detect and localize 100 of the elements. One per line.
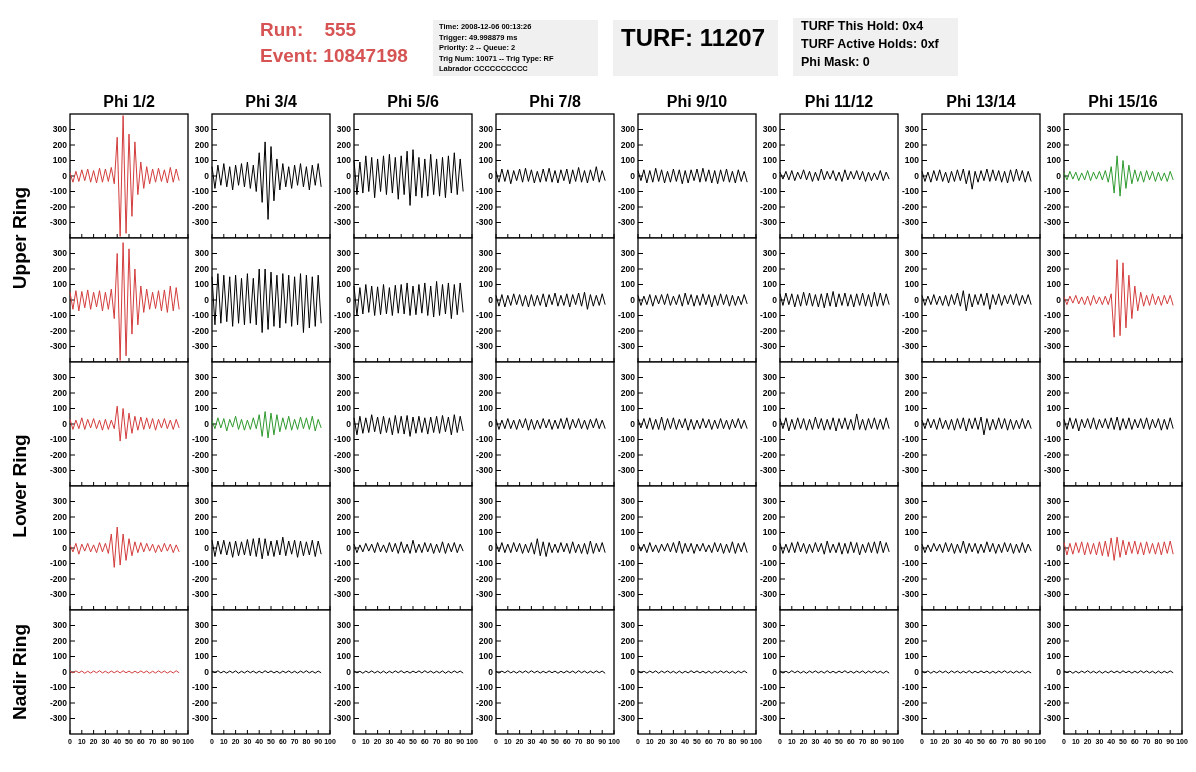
- y-tick-label: 100: [904, 279, 920, 290]
- y-tick-label: -300: [191, 465, 210, 476]
- y-tick-label: 300: [904, 372, 920, 383]
- y-tick-label: -200: [333, 201, 352, 212]
- y-tick-label: -200: [333, 449, 352, 460]
- y-tick-label: 0: [1056, 170, 1062, 181]
- y-tick-label: 0: [204, 542, 210, 553]
- y-tick-label: 0: [914, 294, 920, 305]
- y-tick-label: -100: [191, 186, 210, 197]
- y-tick-label: 200: [478, 511, 494, 522]
- y-tick-label: -200: [901, 201, 920, 212]
- y-tick-label: 300: [762, 620, 778, 631]
- y-tick-label: -200: [191, 325, 210, 336]
- y-tick-label: 0: [914, 170, 920, 181]
- y-tick-label: -300: [475, 713, 494, 724]
- y-tick-label: -100: [333, 682, 352, 693]
- y-tick-label: -300: [475, 341, 494, 352]
- y-tick-label: 200: [52, 263, 68, 274]
- y-tick-label: 0: [1056, 294, 1062, 305]
- y-tick-label: 100: [904, 527, 920, 538]
- y-tick-label: -300: [191, 589, 210, 600]
- y-tick-label: -300: [475, 217, 494, 228]
- y-tick-label: 0: [204, 666, 210, 677]
- y-tick-label: 200: [478, 263, 494, 274]
- y-tick-label: 200: [194, 263, 210, 274]
- y-tick-label: -200: [333, 573, 352, 584]
- y-tick-label: -100: [333, 558, 352, 569]
- y-tick-label: 0: [914, 666, 920, 677]
- y-tick-label: -100: [333, 186, 352, 197]
- y-tick-label: 300: [620, 496, 636, 507]
- y-tick-label: 100: [1046, 651, 1062, 662]
- y-tick-label: 100: [52, 527, 68, 538]
- y-tick-label: 0: [772, 294, 778, 305]
- y-tick-label: 100: [52, 279, 68, 290]
- y-tick-label: 100: [194, 155, 210, 166]
- y-tick-label: 100: [762, 651, 778, 662]
- y-tick-label: 300: [1046, 496, 1062, 507]
- y-tick-label: -200: [617, 697, 636, 708]
- y-tick-label: -300: [901, 217, 920, 228]
- y-tick-label: 300: [52, 124, 68, 135]
- y-tick-label: 100: [336, 279, 352, 290]
- y-tick-label: 300: [762, 372, 778, 383]
- y-tick-label: 0: [346, 666, 352, 677]
- y-tick-label: 0: [204, 418, 210, 429]
- y-tick-label: -200: [759, 449, 778, 460]
- y-tick-label: 100: [620, 651, 636, 662]
- y-tick-label: 300: [478, 620, 494, 631]
- y-tick-label: -300: [475, 465, 494, 476]
- y-tick-label: -300: [759, 341, 778, 352]
- y-tick-label: 100: [620, 155, 636, 166]
- y-tick-label: -200: [1043, 201, 1062, 212]
- y-tick-label: -300: [1043, 713, 1062, 724]
- y-tick-label: 0: [204, 294, 210, 305]
- y-tick-label: 300: [762, 496, 778, 507]
- y-tick-label: -200: [759, 697, 778, 708]
- y-tick-label: 0: [62, 666, 68, 677]
- y-tick-label: 100: [1046, 279, 1062, 290]
- y-tick-label: 200: [478, 387, 494, 398]
- y-tick-label: -200: [191, 201, 210, 212]
- y-tick-label: 200: [52, 387, 68, 398]
- y-tick-label: 200: [1046, 263, 1062, 274]
- y-tick-label: 200: [620, 139, 636, 150]
- y-tick-label: 200: [194, 387, 210, 398]
- y-tick-label: 100: [194, 651, 210, 662]
- y-tick-label: 200: [620, 387, 636, 398]
- y-tick-label: 100: [762, 279, 778, 290]
- y-tick-label: -200: [617, 573, 636, 584]
- y-tick-label: 200: [904, 139, 920, 150]
- text: TURF: 11207: [621, 24, 766, 51]
- y-tick-label: 100: [194, 279, 210, 290]
- y-axis-title: Lower Ring: [9, 434, 30, 538]
- y-tick-label: -300: [191, 217, 210, 228]
- y-tick-label: -200: [475, 573, 494, 584]
- y-axis-title: Upper Ring: [9, 186, 30, 290]
- y-tick-label: 300: [336, 496, 352, 507]
- y-tick-label: -300: [1043, 217, 1062, 228]
- y-tick-label: 200: [762, 139, 778, 150]
- y-tick-label: -300: [49, 465, 68, 476]
- y-tick-label: 300: [336, 372, 352, 383]
- y-tick-label: 300: [336, 620, 352, 631]
- y-tick-label: 300: [478, 372, 494, 383]
- y-tick-label: -300: [1043, 589, 1062, 600]
- y-tick-label: 100: [904, 403, 920, 414]
- y-tick-label: 300: [904, 496, 920, 507]
- y-tick-label: -300: [191, 713, 210, 724]
- y-tick-label: 100: [194, 403, 210, 414]
- y-tick-label: -100: [475, 434, 494, 445]
- y-tick-label: -200: [475, 325, 494, 336]
- y-tick-label: 300: [1046, 372, 1062, 383]
- y-tick-label: 200: [478, 139, 494, 150]
- y-tick-label: 200: [620, 511, 636, 522]
- y-tick-label: 300: [620, 124, 636, 135]
- y-tick-label: 0: [62, 542, 68, 553]
- y-tick-label: -200: [475, 449, 494, 460]
- y-tick-label: -100: [475, 186, 494, 197]
- y-tick-label: 200: [336, 139, 352, 150]
- y-tick-label: -200: [191, 697, 210, 708]
- y-tick-label: 0: [488, 542, 494, 553]
- y-tick-label: 0: [346, 294, 352, 305]
- y-tick-label: -100: [617, 186, 636, 197]
